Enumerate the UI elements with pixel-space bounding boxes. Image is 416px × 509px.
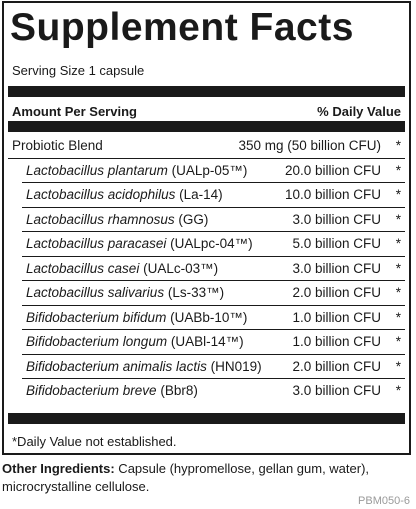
- top-divider-bar: [8, 86, 405, 97]
- ingredient-amount: 2.0 billion CFU: [292, 285, 381, 300]
- panel-title: Supplement Facts: [10, 6, 354, 49]
- table-row: Lactobacillus salivarius (Ls-33™) 2.0 bil…: [22, 281, 405, 306]
- table-row-probiotic-blend: Probiotic Blend 350 mg (50 billion CFU) …: [8, 134, 405, 159]
- ingredient-strain: (La-14): [175, 187, 223, 202]
- table-row: Lactobacillus plantarum (UALp-05™) 20.0 b…: [22, 159, 405, 183]
- ingredient-strain: (GG): [174, 211, 209, 227]
- other-ingredients-label: Other Ingredients:: [2, 461, 115, 476]
- ingredient-species: Lactobacillus paracasei: [26, 236, 167, 251]
- ingredient-strain: (UABb-10™): [166, 309, 248, 325]
- ingredient-amount: 2.0 billion CFU: [292, 358, 381, 374]
- ingredient-species: Lactobacillus acidophilus: [26, 187, 176, 202]
- ingredient-strain: (Ls-33™): [164, 285, 225, 300]
- ingredient-amount: 1.0 billion CFU: [292, 309, 381, 325]
- table-row: Lactobacillus acidophilus (La-14) 10.0 bi…: [22, 183, 405, 208]
- ingredient-amount: 10.0 billion CFU: [284, 187, 381, 202]
- ingredient-name: Bifidobacterium longum (UABl-14™): [26, 334, 244, 349]
- ingredient-amount: 3.0 billion CFU: [292, 260, 381, 276]
- ingredient-species: Lactobacillus rhamnosus: [26, 211, 175, 227]
- ingredient-daily-value: *: [395, 334, 401, 349]
- table-row: Bifidobacterium animalis lactis (HN019) 2…: [22, 355, 405, 379]
- ingredient-rows: Probiotic Blend 350 mg (50 billion CFU) …: [8, 134, 405, 403]
- other-ingredients: Other Ingredients: Capsule (hypromellose…: [2, 460, 412, 496]
- product-code: PBM050-6: [358, 495, 410, 507]
- ingredient-amount: 5.0 billion CFU: [292, 236, 381, 251]
- ingredient-species: Bifidobacterium longum: [26, 334, 168, 349]
- ingredient-daily-value: *: [395, 187, 401, 202]
- table-row: Bifidobacterium bifidum (UABb-10™) 1.0 bi…: [22, 306, 405, 330]
- ingredient-daily-value: *: [395, 211, 401, 227]
- ingredient-species: Lactobacillus plantarum: [26, 162, 168, 178]
- serving-size: Serving Size 1 capsule: [12, 63, 145, 78]
- ingredient-strain: (UALpc-04™): [166, 236, 253, 251]
- ingredient-species: Bifidobacterium bifidum: [26, 309, 167, 325]
- amount-per-serving-header: Amount Per Serving: [12, 104, 137, 119]
- daily-value-header: % Daily Value: [317, 104, 401, 119]
- ingredient-name: Lactobacillus casei (UALc-03™): [26, 261, 218, 276]
- ingredient-daily-value: *: [395, 358, 401, 374]
- ingredient-amount: 3.0 billion CFU: [292, 383, 381, 398]
- ingredient-species: Bifidobacterium breve: [26, 383, 157, 398]
- blend-amount: 350 mg (50 billion CFU): [238, 138, 381, 153]
- bottom-divider-bar: [8, 413, 405, 424]
- ingredient-species: Bifidobacterium animalis lactis: [26, 358, 207, 374]
- ingredient-daily-value: *: [395, 285, 401, 300]
- table-row: Bifidobacterium longum (UABl-14™) 1.0 bil…: [22, 330, 405, 355]
- ingredient-daily-value: *: [395, 309, 401, 325]
- ingredient-species: Lactobacillus casei: [26, 260, 140, 276]
- ingredient-name: Lactobacillus plantarum (UALp-05™): [26, 163, 247, 178]
- blend-daily-value: *: [395, 138, 401, 153]
- ingredient-strain: (UALc-03™): [139, 260, 219, 276]
- ingredient-name: Lactobacillus rhamnosus (GG): [26, 212, 208, 227]
- ingredient-strain: (HN019): [206, 358, 262, 374]
- footnote: *Daily Value not established.: [12, 434, 177, 449]
- ingredient-species: Lactobacillus salivarius: [26, 285, 165, 300]
- ingredient-name: Lactobacillus acidophilus (La-14): [26, 187, 223, 202]
- ingredient-name: Lactobacillus salivarius (Ls-33™): [26, 285, 224, 300]
- ingredient-daily-value: *: [395, 260, 401, 276]
- ingredient-name: Bifidobacterium breve (Bbr8): [26, 383, 198, 398]
- table-row: Lactobacillus casei (UALc-03™) 3.0 billio…: [22, 257, 405, 281]
- ingredient-amount: 3.0 billion CFU: [292, 211, 381, 227]
- ingredient-amount: 20.0 billion CFU: [284, 162, 381, 178]
- table-row: Lactobacillus rhamnosus (GG) 3.0 billion …: [22, 208, 405, 232]
- ingredient-daily-value: *: [395, 383, 401, 398]
- ingredient-daily-value: *: [395, 162, 401, 178]
- ingredient-name: Bifidobacterium animalis lactis (HN019): [26, 359, 262, 374]
- supplement-facts-panel: Supplement Facts Serving Size 1 capsule …: [2, 1, 411, 455]
- table-row: Lactobacillus paracasei (UALpc-04™) 5.0 b…: [22, 232, 405, 257]
- ingredient-strain: (Bbr8): [156, 383, 198, 398]
- header-divider-bar: [8, 121, 405, 132]
- ingredient-name: Bifidobacterium bifidum (UABb-10™): [26, 310, 247, 325]
- ingredient-name: Lactobacillus paracasei (UALpc-04™): [26, 236, 253, 251]
- ingredient-amount: 1.0 billion CFU: [292, 334, 381, 349]
- ingredient-strain: (UALp-05™): [167, 162, 248, 178]
- blend-name: Probiotic Blend: [12, 138, 103, 153]
- other-ingredients-text: Capsule (hypromellose, gellan gum, water…: [2, 461, 370, 494]
- ingredient-daily-value: *: [395, 236, 401, 251]
- table-row: Bifidobacterium breve (Bbr8) 3.0 billion …: [22, 379, 405, 403]
- ingredient-strain: (UABl-14™): [167, 334, 244, 349]
